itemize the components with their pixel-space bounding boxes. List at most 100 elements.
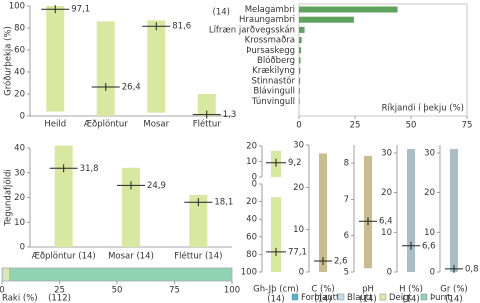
y-tick-label: 60	[14, 46, 25, 56]
range-bar	[54, 145, 73, 247]
y-tick-label: 0	[252, 180, 257, 190]
range-bar	[96, 21, 115, 116]
y-axis-label: Gróðurþekja (%)	[3, 26, 14, 96]
legend-swatch	[420, 293, 428, 301]
range-bar	[319, 153, 327, 272]
y-tick-label: 10	[246, 157, 257, 167]
x-tick-label: 100	[224, 286, 240, 296]
x-tick-label: 25	[54, 286, 65, 296]
y-tick-label: 80	[246, 250, 257, 260]
y-tick-label: 10	[381, 228, 392, 238]
x-tick-label: 50	[112, 286, 123, 296]
y-tick-label: 100	[241, 268, 257, 278]
value-label: 18,1	[214, 198, 233, 208]
y-tick-label: 6	[344, 231, 349, 241]
category-label: Krækilyng	[252, 66, 295, 76]
y-tick-label: 0	[299, 268, 304, 278]
x-tick-label: 0	[0, 286, 5, 296]
value-label: 1,3	[223, 110, 237, 120]
legend-label: Deigt	[389, 293, 413, 303]
y-tick-label: 20	[246, 197, 257, 207]
x-tick-label: 75	[462, 121, 473, 131]
category-label: pH	[362, 285, 374, 295]
y-tick-label: 10	[14, 218, 25, 228]
annotation: (112)	[48, 294, 71, 303]
y-tick-label: 0	[430, 268, 435, 278]
bar	[299, 16, 354, 23]
category-label: Fléttur	[193, 119, 222, 130]
y-tick-label: 30	[14, 168, 25, 178]
category-label: Gr (%)	[440, 285, 468, 295]
value-label: 6,4	[379, 217, 393, 227]
x-tick-label: 75	[169, 286, 180, 296]
value-label: 6,6	[422, 241, 436, 251]
y-tick-label: 100	[9, 2, 25, 12]
value-label: 77,1	[288, 247, 307, 257]
y-tick-label: 8	[344, 159, 349, 169]
range-bar	[189, 195, 208, 247]
count-label: (14)	[267, 295, 284, 303]
category-label: Gh-Jþ (cm)	[253, 285, 299, 295]
category-label: Mosar (14)	[108, 252, 154, 262]
y-tick-label: 20	[424, 188, 435, 198]
category-label: Æðplöntur (14)	[32, 252, 96, 262]
y-tick-label: 0	[20, 112, 25, 122]
legend-swatch	[291, 293, 299, 301]
y-tick-label: 20	[14, 90, 25, 100]
y-tick-label: 7	[344, 195, 349, 205]
category-label: Stinnastör	[251, 76, 295, 86]
stacked-segment	[2, 268, 5, 281]
y-tick-label: 20	[246, 142, 257, 152]
bar	[299, 67, 301, 74]
category-label: Fléttur (14)	[174, 251, 222, 262]
y-axis-label: Tegundafjöldi	[4, 169, 14, 226]
bar	[299, 47, 302, 54]
x-tick-label: 25	[350, 121, 361, 131]
value-label: 24,9	[147, 181, 166, 191]
y-tick-label: 40	[246, 215, 257, 225]
category-label: Heild	[44, 120, 66, 130]
bar	[299, 57, 301, 64]
y-tick-label: 0	[387, 268, 392, 278]
bar	[299, 88, 300, 95]
value-label: 0,8	[465, 264, 479, 274]
category-label: Lífræn jarðvegsskán	[209, 25, 295, 35]
y-tick-label: 0	[252, 173, 257, 183]
category-label: Túnvingull	[251, 97, 295, 107]
range-bar	[450, 148, 458, 272]
value-label: 97,1	[71, 5, 90, 15]
bar	[299, 98, 300, 105]
x-tick-label: 50	[406, 121, 417, 131]
range-bar	[122, 167, 140, 247]
category-label: C (%)	[311, 285, 334, 295]
bar	[299, 77, 301, 84]
bar	[299, 37, 302, 44]
category-label: Mosar	[143, 120, 169, 130]
y-tick-label: 40	[14, 68, 25, 78]
range-bar	[147, 20, 166, 113]
category-label: Þursaskegg	[246, 46, 295, 56]
legend-label: Þurrt	[430, 293, 451, 303]
category-label: Hraungambri	[239, 15, 295, 25]
bar	[299, 26, 305, 33]
range-bar	[364, 155, 372, 269]
y-tick-label: 20	[293, 183, 304, 193]
stacked-segment	[4, 268, 9, 281]
y-tick-label: 30	[381, 148, 392, 158]
y-tick-label: 20	[14, 193, 25, 203]
y-tick-label: 40	[14, 144, 25, 154]
legend-swatch	[337, 293, 345, 301]
range-bar	[271, 197, 281, 272]
count-label: (14)	[445, 295, 462, 303]
legend-label: Blautt	[347, 293, 373, 303]
value-label: 31,8	[80, 164, 99, 174]
x-axis-label: Ríkjandi í þekju (%)	[382, 104, 464, 114]
count-label: (14)	[314, 295, 331, 303]
y-tick-label: 10	[424, 228, 435, 238]
category-label: Blóðberg	[257, 55, 295, 66]
y-tick-label: 10	[293, 225, 304, 235]
value-label: 26,4	[122, 82, 141, 92]
y-tick-label: 80	[14, 24, 25, 34]
x-axis-label: Raki (%)	[2, 294, 38, 303]
legend-label: Forblautt	[301, 293, 340, 303]
